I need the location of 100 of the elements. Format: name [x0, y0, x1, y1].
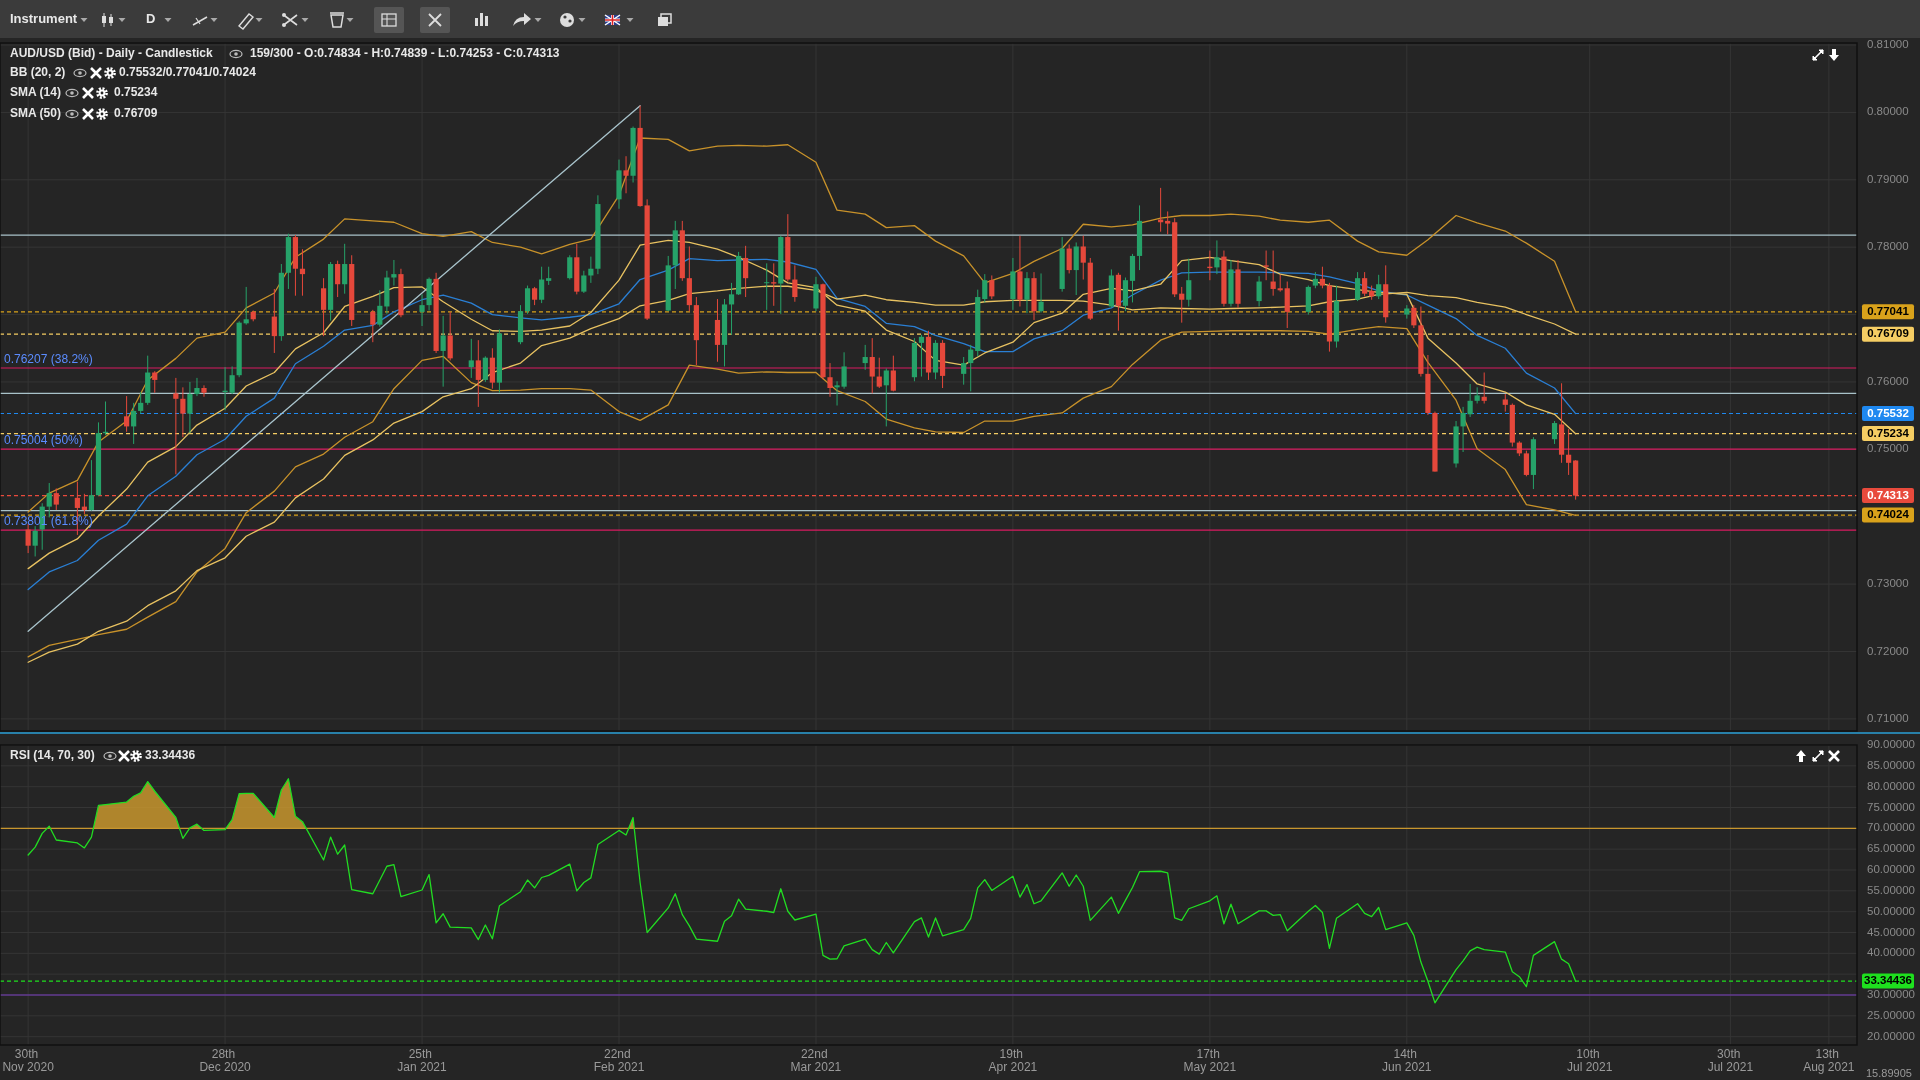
x-tick-label: 22nd Mar 2021: [790, 1047, 842, 1074]
candlestick: [1038, 272, 1044, 314]
y-tick-label: 25.00000: [1867, 1008, 1915, 1021]
candlestick: [1263, 250, 1269, 281]
x-tick-label: 17th May 2021: [1183, 1047, 1237, 1074]
y-tick-label: 80.00000: [1867, 779, 1915, 792]
candlestick: [370, 309, 376, 343]
candlestick: [1080, 235, 1086, 281]
candlestick: [869, 337, 875, 394]
text: D: [146, 11, 156, 27]
candlestick: [1362, 271, 1368, 297]
x-tick-label: 10th Jul 2021: [1567, 1047, 1613, 1074]
y-tick-label: 55.00000: [1867, 883, 1915, 896]
x-tick-label: 28th Dec 2020: [199, 1047, 252, 1074]
candlestick: [1270, 250, 1276, 297]
candlestick: [546, 266, 552, 286]
candlestick: [771, 262, 777, 307]
y-tick-label: 0.71000: [1867, 711, 1909, 724]
candlestick: [440, 315, 446, 388]
candlestick: [124, 395, 130, 433]
annotation: 0.75234: [114, 85, 158, 100]
candlestick: [1284, 281, 1290, 329]
candlestick: [194, 377, 200, 397]
ref-line-label: 33.34436: [1864, 974, 1912, 987]
ref-line-label: 0.74024: [1867, 508, 1910, 521]
candlestick: [1481, 372, 1487, 405]
candlestick: [918, 334, 925, 378]
candlestick: [1467, 383, 1473, 418]
candlestick: [335, 260, 341, 298]
candlestick: [46, 482, 52, 518]
y-tick-label: 0.75000: [1867, 442, 1909, 455]
candlestick: [1411, 304, 1417, 329]
y-tick-label: 0.81000: [1867, 38, 1909, 51]
y-tick-label: 70.00000: [1867, 821, 1915, 834]
candlestick: [447, 311, 453, 361]
candlestick: [152, 370, 158, 394]
candlestick: [419, 293, 425, 327]
x-tick-label: 19th Apr 2021: [988, 1047, 1038, 1074]
y-tick-label: 0.78000: [1867, 240, 1909, 253]
candlestick: [623, 155, 629, 194]
candlestick: [342, 243, 348, 295]
candlestick: [743, 245, 749, 298]
candlestick: [1319, 266, 1326, 289]
candlestick: [883, 367, 889, 427]
candlestick: [377, 289, 383, 328]
candlestick: [982, 273, 988, 303]
y-tick-label: 40.00000: [1867, 946, 1915, 959]
candlestick: [876, 357, 882, 389]
x-tick-label: 22nd Feb 2021: [593, 1047, 645, 1074]
candlestick: [827, 362, 833, 398]
candlestick: [968, 344, 974, 392]
x-tick-label: 30th Jul 2021: [1707, 1047, 1754, 1074]
candlestick: [1024, 271, 1030, 314]
candlestick: [1460, 406, 1466, 453]
y-tick-label: 20.00000: [1867, 1029, 1915, 1042]
annotation: 0.75532/0.77041/0.74024: [119, 65, 257, 80]
candlestick: [1073, 241, 1079, 296]
candlestick: [138, 391, 144, 415]
candlestick: [989, 274, 995, 300]
x-tick-label: 13th Aug 2021: [1803, 1047, 1855, 1074]
y-tick-label: 30.00000: [1867, 988, 1915, 1001]
ref-line-label: 0.75532: [1867, 406, 1909, 419]
candlestick: [32, 525, 38, 557]
ref-line-label: 0.76207 (38.2%): [4, 352, 93, 366]
ref-line-label: 0.75004 (50%): [4, 433, 83, 448]
y-tick-label: 0.73000: [1867, 577, 1909, 590]
text: Instrument: [10, 11, 78, 27]
annotation: 33.34436: [145, 748, 196, 763]
ref-line-label: 0.76709: [1867, 327, 1909, 340]
candlestick: [792, 264, 798, 303]
y-tick-label: 75.00000: [1867, 800, 1915, 813]
y-tick-label: 60.00000: [1867, 863, 1915, 876]
candlestick: [1354, 271, 1361, 302]
y-tick-label: 0.80000: [1867, 105, 1909, 118]
candlestick: [482, 355, 488, 383]
candlestick: [88, 459, 95, 512]
candlestick: [539, 266, 545, 304]
ref-line-label: 0.75234: [1867, 426, 1910, 439]
x-tick-label: 14th Jun 2021: [1382, 1047, 1432, 1074]
annotation: SMA (50): [10, 106, 61, 121]
candlestick: [391, 259, 397, 287]
candlestick: [531, 286, 538, 306]
candlestick: [1165, 210, 1171, 235]
candlestick: [187, 381, 193, 434]
y-tick-label: 65.00000: [1867, 842, 1915, 855]
candlestick: [131, 402, 137, 445]
candlestick: [581, 270, 587, 294]
candlestick: [1523, 450, 1529, 477]
candlestick: [1179, 286, 1185, 324]
annotation: 0.76709: [114, 106, 158, 121]
candlestick: [1256, 275, 1262, 307]
candlestick: [243, 286, 249, 326]
candlestick: [1066, 243, 1072, 274]
x-tick-label: 25th Jan 2021: [397, 1047, 448, 1074]
candlestick: [1551, 420, 1558, 445]
candlestick: [862, 344, 868, 371]
chart-title: RSI (14, 70, 30): [10, 748, 95, 763]
candlestick: [180, 386, 186, 438]
y-tick-label: 0.76000: [1867, 374, 1909, 387]
ref-line-label: 0.74313: [1867, 488, 1909, 501]
